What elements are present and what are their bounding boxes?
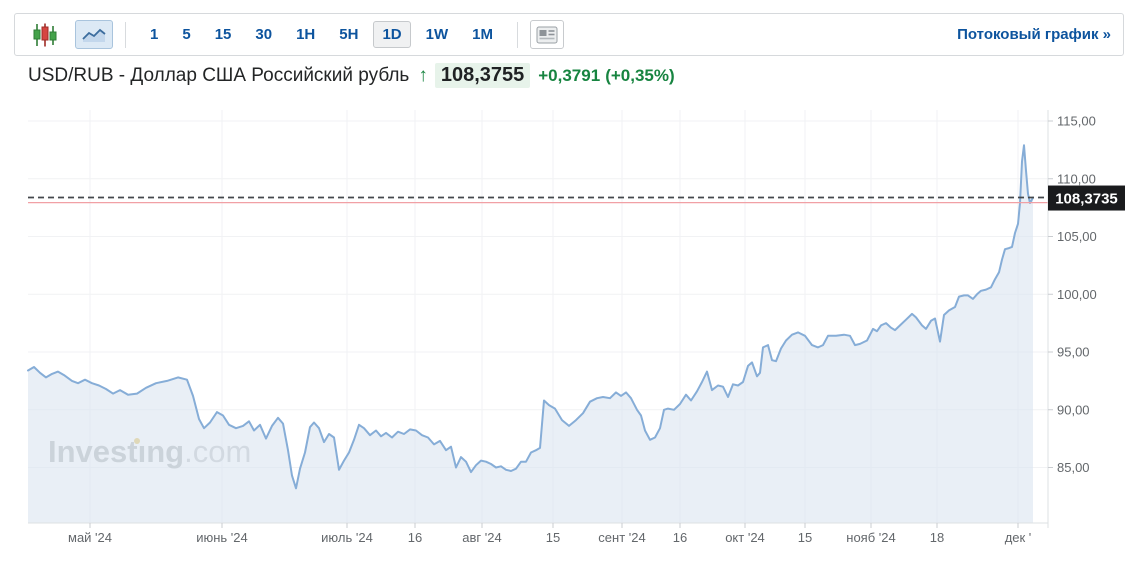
x-tick-label: июль '24 bbox=[321, 530, 373, 545]
y-tick-label: 110,00 bbox=[1057, 171, 1096, 186]
x-tick-label: дек ' bbox=[1005, 530, 1032, 545]
toolbar-divider bbox=[125, 21, 126, 48]
timeframe-15[interactable]: 15 bbox=[206, 21, 241, 48]
price-line-badge bbox=[1048, 185, 1125, 211]
y-tick-label: 85,00 bbox=[1057, 460, 1090, 475]
toolbar-divider bbox=[516, 21, 518, 48]
streaming-chart-link[interactable]: Потоковый график » bbox=[957, 26, 1111, 43]
timeframe-30[interactable]: 30 bbox=[246, 21, 281, 48]
x-tick-label: май '24 bbox=[68, 530, 112, 545]
area-chart-icon bbox=[82, 28, 106, 42]
y-tick-label: 95,00 bbox=[1057, 345, 1090, 360]
x-tick-label: нояб '24 bbox=[846, 530, 895, 545]
timeframe-1w[interactable]: 1W bbox=[417, 21, 458, 48]
news-panel-button[interactable] bbox=[529, 20, 564, 49]
timeframe-1h[interactable]: 1H bbox=[287, 21, 324, 48]
news-panel-icon bbox=[536, 26, 558, 43]
timeframe-5[interactable]: 5 bbox=[173, 21, 199, 48]
candlestick-icon bbox=[33, 23, 57, 46]
y-tick-label: 100,00 bbox=[1057, 287, 1097, 302]
y-tick-label: 90,00 bbox=[1057, 402, 1090, 417]
price-change-percent: (+0,35%) bbox=[605, 65, 675, 85]
x-tick-label: 16 bbox=[408, 530, 422, 545]
last-price: 108,3755 bbox=[434, 63, 531, 88]
candlestick-chart-button[interactable] bbox=[27, 20, 63, 50]
x-tick-label: 16 bbox=[673, 530, 687, 545]
timeframe-group: 1 5 15 30 1H 5H 1D 1W 1M bbox=[138, 21, 505, 48]
y-tick-label: 105,00 bbox=[1057, 229, 1097, 244]
area-chart-button[interactable] bbox=[75, 20, 113, 49]
x-tick-label: 18 bbox=[930, 530, 944, 545]
x-tick-label: 15 bbox=[798, 530, 812, 545]
chart-toolbar: 1 5 15 30 1H 5H 1D 1W 1M Потоковый график » bbox=[14, 13, 1124, 56]
y-tick-label: 115,00 bbox=[1057, 114, 1096, 129]
instrument-title: USD/RUB - Доллар США Российский рубль bbox=[28, 64, 410, 86]
price-line-badge-label: 108,3735 bbox=[1055, 191, 1118, 208]
x-tick-label: 15 bbox=[546, 530, 560, 545]
price-line-series bbox=[27, 144, 1034, 490]
price-area-fill bbox=[28, 145, 1033, 524]
timeframe-1d[interactable]: 1D bbox=[373, 21, 411, 48]
x-tick-label: авг '24 bbox=[462, 530, 501, 545]
x-tick-label: сент '24 bbox=[598, 530, 645, 545]
x-tick-label: окт '24 bbox=[725, 530, 765, 545]
up-arrow-icon: ↑ bbox=[418, 65, 428, 86]
x-tick-label: июнь '24 bbox=[196, 530, 248, 545]
timeframe-1m[interactable]: 1M bbox=[463, 21, 502, 48]
instrument-header: USD/RUB - Доллар США Российский рубль ↑ … bbox=[28, 63, 675, 88]
price-change: +0,3791 bbox=[538, 65, 601, 85]
timeframe-5h[interactable]: 5H bbox=[330, 21, 367, 48]
timeframe-1[interactable]: 1 bbox=[141, 21, 167, 48]
